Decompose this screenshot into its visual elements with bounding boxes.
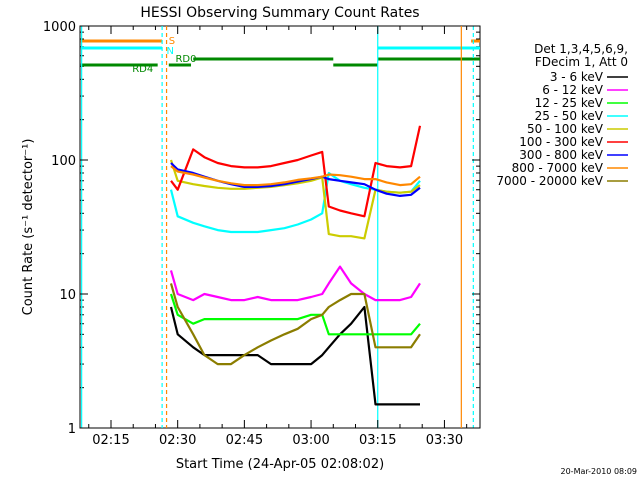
- x-tick-label: 03:15: [359, 433, 396, 448]
- series-line: [170, 125, 422, 218]
- chart-title: HESSI Observing Summary Count Rates: [140, 5, 419, 21]
- legend-item-label: 25 - 50 keV: [535, 109, 604, 123]
- legend-header-line-1: Det 1,3,4,5,6,9,: [534, 42, 628, 56]
- x-tick-label: 02:45: [226, 433, 263, 448]
- y-tick-label: 100: [51, 154, 76, 169]
- y-tick-label: 1: [68, 422, 76, 437]
- plot-area-border: [79, 25, 481, 429]
- legend-item-label: 7000 - 20000 keV: [496, 174, 603, 188]
- legend-item-label: 50 - 100 keV: [527, 122, 604, 136]
- x-tick-label: 02:15: [92, 433, 129, 448]
- y-tick-label: 1000: [43, 20, 76, 35]
- legend-header-line-2: FDecim 1, Att 0: [535, 55, 628, 69]
- x-axis-ticks: 02:15 02:30 02:45 03:00 03:15 03:30: [88, 26, 468, 448]
- legend-item-label: 12 - 25 keV: [535, 96, 604, 110]
- legend: Det 1,3,4,5,6,9, FDecim 1, Att 0 3 - 6 k…: [496, 42, 628, 188]
- status-track-label: RD0: [175, 54, 196, 65]
- legend-item-label: 3 - 6 keV: [550, 70, 604, 84]
- x-tick-label: 02:30: [159, 433, 196, 448]
- series-line: [169, 293, 421, 336]
- status-track-label: S: [169, 36, 175, 47]
- mode-change-lines: [81, 26, 474, 428]
- series-line: [170, 165, 421, 187]
- status-track-label: N: [167, 46, 174, 57]
- series-group: [169, 125, 422, 406]
- y-tick-label: 10: [59, 288, 76, 303]
- x-tick-label: 03:30: [426, 433, 463, 448]
- series-line: [169, 283, 421, 366]
- y-axis-label: Count Rate (s⁻¹ detector⁻¹): [21, 139, 36, 316]
- plot-frame: [79, 25, 481, 429]
- legend-item-label: 800 - 7000 keV: [512, 161, 604, 175]
- series-line: [169, 265, 421, 302]
- y-axis-ticks: 1 10 100 1000: [43, 20, 480, 437]
- legend-item-label: 100 - 300 keV: [519, 135, 603, 149]
- x-axis-label: Start Time (24-Apr-05 02:08:02): [176, 457, 384, 472]
- series-line: [169, 305, 420, 406]
- legend-item-label: 300 - 800 keV: [519, 148, 603, 162]
- status-track-label: RD4: [132, 64, 153, 75]
- x-tick-label: 03:00: [292, 433, 329, 448]
- legend-item-label: 6 - 12 keV: [542, 83, 604, 97]
- generation-timestamp: 20-Mar-2010 08:09: [561, 467, 638, 476]
